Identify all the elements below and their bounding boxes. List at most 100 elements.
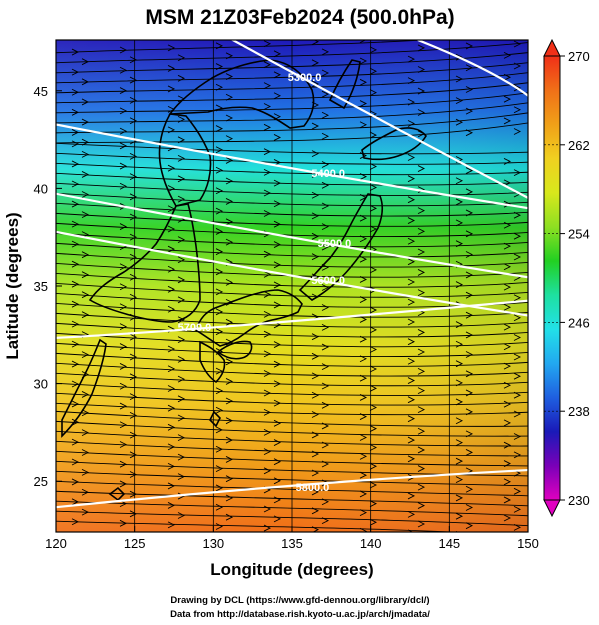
wind-arrow [119,142,128,150]
wind-arrow [417,207,426,215]
wind-arrow [273,380,282,388]
contour-labels: 5300.0 5400.0 5500.0 5600.0 5700.0 5800.0 [178,72,352,494]
wind-arrow [417,465,426,472]
wind-arrow [359,40,367,44]
wind-arrow [273,113,282,121]
wind-arrow [273,458,282,466]
wind-arrow [177,136,186,144]
wind-arrow [263,524,272,532]
wind-arrow [119,223,128,230]
wind-arrow [263,330,272,338]
wind-arrow [81,371,90,378]
wind-arrow [321,323,330,331]
wind-arrow [359,57,368,65]
wind-arrow [369,266,378,274]
wind-arrow [167,44,176,52]
wind-arrow [215,125,224,132]
wind-arrow [215,104,224,112]
wind-arrow [503,73,512,81]
streamline [56,52,528,74]
wind-arrow [513,128,522,135]
wind-arrow [167,126,176,134]
colorbar-tick-label: 238 [568,404,590,419]
wind-arrow [167,423,176,431]
wind-arrow [177,473,186,481]
y-tick-label: 30 [34,377,48,392]
wind-arrow [177,195,186,203]
streamline [56,470,528,487]
wind-arrow [215,348,224,355]
wind-arrow [71,240,80,248]
wind-arrow [369,67,378,75]
wind-arrow [81,191,90,198]
streamline [56,312,528,328]
contour-label: 5300.0 [288,72,322,84]
wind-arrow [225,52,234,60]
wind-arrow [225,417,234,425]
wind-arrow [417,109,426,116]
wind-arrow [177,434,186,441]
wind-arrow [273,200,282,208]
wind-arrow [455,97,464,105]
streamline [56,192,528,207]
wind-arrow [321,498,330,506]
wind-arrow [369,326,378,334]
wind-arrow [359,394,368,401]
wind-arrow [321,48,330,56]
wind-arrow [359,434,368,441]
wind-arrow [311,232,320,240]
wind-arrow [71,48,80,56]
wind-arrow [417,248,426,256]
wind-arrow [369,384,378,392]
x-axis-ticks: 120 125 130 135 140 145 150 [45,526,539,551]
wind-arrow [129,117,138,125]
wind-arrow [359,78,368,86]
wind-arrow [321,401,330,409]
streamline [56,172,528,186]
wind-arrow [177,236,186,244]
colorbar-body [543,55,561,501]
wind-arrow [71,400,80,408]
wind-arrow [81,98,90,106]
wind-arrow [177,512,186,519]
wind-arrow [465,86,474,93]
x-tick-label: 120 [45,536,67,551]
wind-arrow [167,164,176,172]
wind-arrow [321,263,330,271]
wind-arrow [465,351,474,358]
colorbar-ticks: 230 238 246 254 262 270 [544,49,590,508]
wind-arrow [225,338,234,346]
wind-arrow [263,370,272,377]
wind-arrow [225,513,234,521]
wind-arrow [407,357,416,365]
wind-arrow [119,303,128,311]
wind-arrow [177,54,186,62]
wind-arrow [321,243,330,251]
wind-arrow [177,375,186,383]
wind-arrow [263,428,272,436]
wind-arrow [359,121,368,129]
wind-arrow [417,130,426,138]
streamline [56,202,528,217]
wind-arrow [321,304,330,311]
wind-arrow [455,321,464,328]
wind-arrow [417,387,426,395]
wind-arrow [119,162,128,170]
wind-arrow [119,127,128,135]
wind-arrow [225,73,234,80]
wind-arrow [263,148,272,156]
wind-arrow [71,129,80,136]
wind-arrow [407,175,416,183]
wind-arrow [503,478,512,486]
wind-arrow [81,211,90,219]
streamline [56,62,528,84]
contour-label: 5700.0 [178,322,212,334]
wind-arrow [81,409,90,417]
wind-arrow [311,469,320,477]
wind-arrow [225,456,234,463]
wind-arrow [215,83,224,91]
contour-line [417,40,528,97]
wind-arrow [129,253,138,261]
wind-arrow [81,58,90,66]
wind-arrow [129,273,138,281]
